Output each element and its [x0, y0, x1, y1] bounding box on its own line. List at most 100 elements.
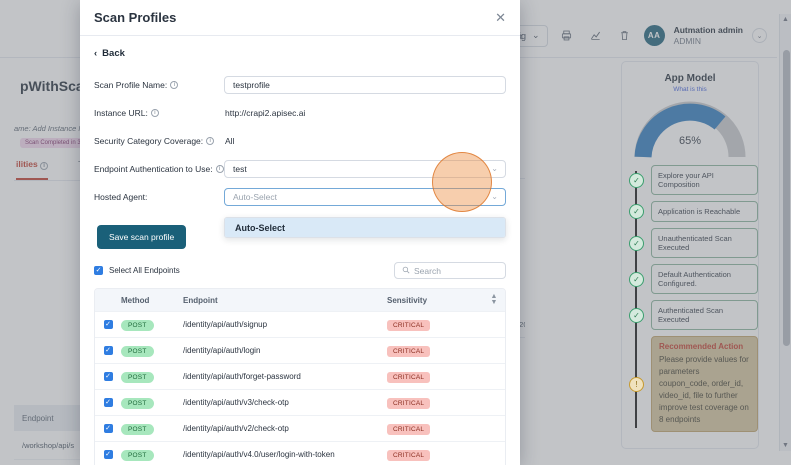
scan-profiles-modal: Scan Profiles ✕ ‹ Back Scan Profile Name…	[80, 0, 520, 465]
timeline-step: ✓ Explore your API Composition	[629, 165, 758, 195]
row-checkbox-checked-icon[interactable]: ✓	[103, 346, 113, 355]
app-model-timeline: ✓ Explore your API Composition ✓ Applica…	[622, 165, 758, 432]
timeline-step-label: Explore your API Composition	[651, 165, 758, 195]
scroll-up-arrow-icon[interactable]: ▲	[782, 16, 789, 23]
sort-updown-icon[interactable]: ▲ ▼	[490, 293, 498, 306]
cell-endpoint: /identity/api/auth/v2/check-otp	[183, 424, 289, 433]
hosted-agent-select[interactable]: Auto-Select ⌄	[224, 187, 506, 206]
sensitivity-badge: CRITICAL	[387, 346, 431, 357]
main-content-right: App Model What is this 65% ✓ Explore you…	[525, 58, 777, 451]
checkbox-checked-icon[interactable]: ✓	[94, 266, 103, 275]
field-label: Endpoint Authentication to Use: i	[94, 164, 224, 174]
modal-header: Scan Profiles ✕	[80, 0, 520, 36]
timeline-step-label: Default Authentication Configured.	[651, 264, 758, 294]
table-row[interactable]: ✓ POST /identity/api/auth/signup CRITICA…	[95, 311, 505, 337]
printer-icon[interactable]	[557, 26, 577, 46]
timeline-step: ✓ Unauthenticated Scan Executed	[629, 228, 758, 258]
app-model-card: App Model What is this 65% ✓ Explore you…	[621, 61, 759, 449]
table-row[interactable]: ✓ POST /identity/api/auth/v3/check-otp C…	[95, 389, 505, 415]
sensitivity-badge: CRITICAL	[387, 450, 431, 461]
search-input[interactable]: Search	[394, 262, 506, 279]
column-header-method[interactable]: Method	[121, 295, 150, 305]
gauge-percent-label: 65%	[678, 135, 702, 147]
scrollbar-thumb[interactable]	[782, 50, 790, 346]
recommended-action-body: Please provide values for parameters cou…	[659, 355, 749, 424]
timeline-connector	[635, 171, 637, 428]
table-row[interactable]: ✓ POST /identity/api/auth/v2/check-otp C…	[95, 415, 505, 441]
app-model-title: App Model	[664, 73, 716, 84]
row-checkbox-checked-icon[interactable]: ✓	[103, 372, 113, 381]
method-badge: POST	[121, 450, 154, 461]
timeline-step: ✓ Default Authentication Configured.	[629, 264, 758, 294]
cell-endpoint: /workshop/api/s	[22, 440, 75, 450]
scan-profile-name-input[interactable]: testprofile	[224, 75, 506, 94]
column-header-sensitivity[interactable]: Sensitivity	[387, 295, 428, 305]
field-security-category-coverage: Security Category Coverage: i All	[94, 128, 506, 153]
timeline-step: ✓ Authenticated Scan Executed	[629, 300, 758, 330]
page-title: pWithScan	[20, 78, 93, 94]
endpoints-controls: ✓ Select All Endpoints Search	[94, 262, 506, 279]
endpoints-table-header: Method Endpoint Sensitivity ▲ ▼	[95, 289, 505, 311]
tab-label: ilities	[16, 159, 38, 169]
row-checkbox-checked-icon[interactable]: ✓	[103, 398, 113, 407]
field-label: Instance URL: i	[94, 108, 224, 118]
info-icon: i	[40, 162, 49, 170]
timeline-step-recommendation: ! Recommended Action Please provide valu…	[629, 336, 758, 432]
check-circle-icon: ✓	[629, 235, 644, 251]
scroll-down-arrow-icon[interactable]: ▼	[782, 442, 789, 449]
close-icon[interactable]: ✕	[495, 10, 506, 25]
row-checkbox-checked-icon[interactable]: ✓	[103, 450, 113, 459]
info-icon[interactable]: i	[150, 108, 159, 117]
x-tick: Aug 20, 25	[503, 320, 540, 329]
info-icon[interactable]: i	[215, 164, 224, 173]
method-badge: POST	[121, 320, 154, 331]
select-all-endpoints-control[interactable]: ✓ Select All Endpoints	[94, 266, 180, 275]
dropdown-option-auto-select[interactable]: Auto-Select	[225, 218, 505, 237]
chevron-left-icon: ‹	[94, 48, 98, 59]
user-menu-chevron-down-icon[interactable]: ⌄	[752, 28, 767, 43]
modal-body: ‹ Back Scan Profile Name: i testprofile …	[80, 36, 520, 465]
table-row[interactable]: ✓ POST /identity/api/auth/forget-passwor…	[95, 363, 505, 389]
hosted-agent-dropdown: Auto-Select	[224, 217, 506, 238]
page-scrollbar[interactable]: ▲ ▼	[779, 14, 791, 451]
info-icon[interactable]: i	[206, 136, 215, 145]
sensitivity-badge: CRITICAL	[387, 320, 431, 331]
field-endpoint-authentication: Endpoint Authentication to Use: i test ⌄	[94, 156, 506, 181]
trash-icon[interactable]	[615, 26, 635, 46]
method-badge: POST	[121, 372, 154, 383]
placeholder-value: Auto-Select	[233, 191, 277, 202]
sensitivity-badge: CRITICAL	[387, 372, 431, 383]
endpoints-table: Method Endpoint Sensitivity ▲ ▼ ✓ POST /i…	[94, 288, 506, 465]
column-header-endpoint[interactable]: Endpoint	[183, 295, 218, 305]
field-label: Hosted Agent:	[94, 191, 148, 202]
row-checkbox-checked-icon[interactable]: ✓	[103, 424, 113, 433]
field-scan-profile-name: Scan Profile Name: i testprofile	[94, 72, 506, 97]
info-icon[interactable]: i	[170, 80, 179, 89]
save-scan-profile-button[interactable]: Save scan profile	[97, 225, 187, 249]
tab-vulnerabilities[interactable]: ilities i	[16, 159, 49, 180]
method-badge: POST	[121, 346, 154, 357]
search-placeholder: Search	[414, 265, 441, 276]
table-row[interactable]: ✓ POST /identity/api/auth/v4.0/user/logi…	[95, 441, 505, 465]
avatar[interactable]: AA	[643, 25, 665, 46]
method-badge: POST	[121, 398, 154, 409]
sidebar-collapse-icon[interactable]: ‹	[519, 31, 523, 43]
modal-title: Scan Profiles	[94, 10, 177, 25]
cell-endpoint: /identity/api/auth/login	[183, 346, 261, 355]
table-row[interactable]: ✓ POST /identity/api/auth/login CRITICAL	[95, 337, 505, 363]
user-role: ADMIN	[673, 35, 701, 46]
instance-url-value: http://crapi2.apisec.ai	[225, 107, 306, 118]
cell-endpoint: /identity/api/auth/v4.0/user/login-with-…	[183, 450, 335, 459]
chart-report-icon[interactable]	[586, 26, 606, 46]
back-button[interactable]: ‹ Back	[94, 48, 506, 59]
what-is-this-link[interactable]: What is this	[673, 86, 707, 93]
timeline-step-label: Application is Reachable	[651, 201, 758, 222]
select-all-label: Select All Endpoints	[109, 266, 180, 275]
sensitivity-badge: CRITICAL	[387, 424, 431, 435]
row-checkbox-checked-icon[interactable]: ✓	[103, 320, 113, 329]
endpoint-authentication-select[interactable]: test ⌄	[224, 159, 506, 178]
column-header-endpoint[interactable]: Endpoint	[22, 413, 54, 423]
instance-name-label: ame: Add Instance Na	[14, 124, 88, 133]
recommended-action-heading: Recommended Action	[659, 342, 744, 351]
